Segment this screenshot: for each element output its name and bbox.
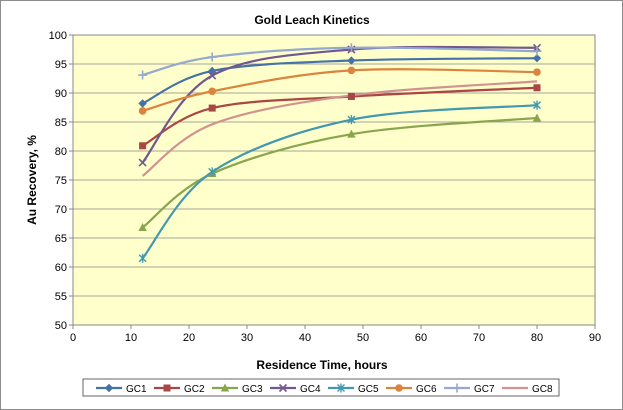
data-point-gc6 <box>347 66 356 75</box>
chart-title: Gold Leach Kinetics <box>254 13 370 27</box>
data-point-gc2 <box>208 104 216 112</box>
y-tick-label: 75 <box>55 175 67 187</box>
y-tick-label: 100 <box>49 30 67 42</box>
x-tick-label: 70 <box>473 332 485 344</box>
y-tick-label: 55 <box>55 291 67 303</box>
data-point-gc5 <box>533 100 541 110</box>
data-point-gc6 <box>138 107 147 115</box>
legend-items: GC1 GC2 GC3 GC4 GC5 GC6 GC7 GC8 <box>96 383 553 395</box>
legend-label-gc4: GC4 <box>300 384 321 395</box>
y-tick-label: 85 <box>55 117 67 129</box>
legend-marker-gc4 <box>278 383 288 393</box>
data-point-gc6 <box>208 87 216 96</box>
series-line-gc5 <box>141 104 538 259</box>
legend-marker-gc6 <box>395 384 403 392</box>
x-tick-label: 10 <box>125 332 137 344</box>
legend-label-gc2: GC2 <box>184 384 205 395</box>
y-axis-label: Au Recovery, % <box>25 135 39 225</box>
x-tick-label: 0 <box>70 332 76 344</box>
data-point-gc5 <box>208 167 217 177</box>
y-tick-label: 65 <box>55 233 67 245</box>
legend-label-gc8: GC8 <box>532 384 553 395</box>
data-point-gc5 <box>138 253 147 263</box>
data-point-gc1 <box>347 56 356 65</box>
x-tick-label: 80 <box>531 332 543 344</box>
legend <box>82 378 560 397</box>
x-tick-label: 20 <box>183 332 195 344</box>
y-tick-label: 50 <box>55 320 67 332</box>
data-point-gc7 <box>207 52 217 62</box>
series-markers <box>138 43 542 263</box>
legend-marker-gc2 <box>163 384 171 392</box>
y-tick-label: 70 <box>55 204 67 216</box>
legend-marker-gc7 <box>452 383 462 393</box>
legend-label-gc6: GC6 <box>416 384 437 395</box>
x-axis-ticks: 0 10 20 30 40 50 60 70 80 90 <box>70 325 601 344</box>
series-line-gc4 <box>141 45 538 164</box>
x-tick-label: 90 <box>589 332 601 344</box>
series-line-gc3 <box>141 116 538 229</box>
data-point-gc1 <box>138 99 147 108</box>
series-line-gc2 <box>142 86 538 147</box>
y-tick-label: 95 <box>55 59 67 71</box>
data-point-gc3 <box>347 129 356 138</box>
data-point-gc3 <box>532 113 542 122</box>
x-tick-label: 50 <box>357 332 369 344</box>
legend-label-gc3: GC3 <box>242 384 263 395</box>
legend-marker-gc3 <box>220 383 230 392</box>
x-tick-label: 60 <box>415 332 427 344</box>
series-line-gc7 <box>142 46 538 77</box>
legend-label-gc7: GC7 <box>474 384 495 395</box>
series-line-gc8 <box>141 80 538 177</box>
data-point-gc2 <box>139 142 147 150</box>
data-point-gc3 <box>138 223 147 232</box>
data-point-gc1 <box>532 54 542 63</box>
x-tick-label: 40 <box>299 332 311 344</box>
series-lines <box>141 45 538 259</box>
x-tick-label: 30 <box>241 332 253 344</box>
y-tick-label: 60 <box>55 262 67 274</box>
x-axis-label: Residence Time, hours <box>256 358 387 372</box>
data-point-gc4 <box>138 158 147 167</box>
data-point-gc6 <box>533 68 541 76</box>
series-line-gc6 <box>142 68 538 113</box>
data-point-gc2 <box>347 92 355 100</box>
data-point-gc7 <box>346 43 356 53</box>
data-point-gc7 <box>138 70 148 80</box>
y-axis-ticks: 50 55 60 65 70 75 80 85 90 95 100 <box>49 30 73 332</box>
data-point-gc4 <box>208 71 217 80</box>
y-tick-label: 80 <box>55 146 67 158</box>
data-point-gc2 <box>533 84 541 92</box>
legend-marker-gc5 <box>337 383 345 393</box>
data-point-gc5 <box>347 115 356 125</box>
series-line-gc1 <box>142 57 538 105</box>
legend-marker-gc1 <box>104 383 114 393</box>
legend-label-gc5: GC5 <box>358 384 379 395</box>
gridlines <box>73 63 595 297</box>
legend-label-gc1: GC1 <box>126 384 147 395</box>
y-tick-label: 90 <box>55 88 67 100</box>
data-point-gc7 <box>532 46 542 56</box>
